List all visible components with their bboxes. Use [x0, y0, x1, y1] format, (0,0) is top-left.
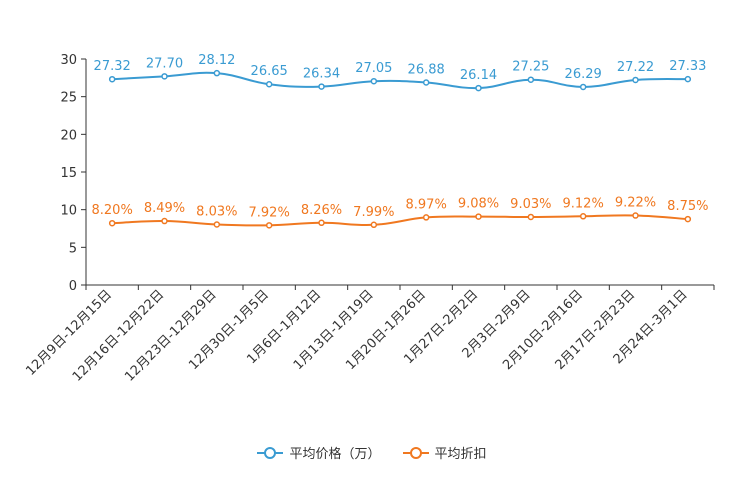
- legend: 平均价格（万） 平均折扣: [0, 443, 744, 462]
- series-0-point: [161, 73, 168, 80]
- data-label: 9.08%: [458, 197, 499, 212]
- data-label: 8.03%: [196, 205, 237, 220]
- x-tick-label: 12月9日-12月15日: [23, 287, 115, 379]
- series-0-point: [213, 69, 221, 77]
- data-label: 8.49%: [144, 201, 185, 216]
- series-1-point: [579, 213, 587, 220]
- series-1-point: [684, 215, 692, 223]
- y-tick-label: 10: [60, 204, 77, 219]
- data-label: 27.33: [669, 59, 706, 74]
- y-tick-label: 5: [69, 241, 77, 256]
- series-0-point: [527, 76, 535, 83]
- data-label: 26.88: [408, 63, 445, 78]
- data-label: 7.99%: [353, 205, 394, 220]
- data-label: 9.22%: [615, 196, 656, 211]
- data-labels: 27.32 27.70 28.12 26.65 26.34 27.05 26.88 26.14…: [92, 53, 709, 220]
- series-0-point: [475, 84, 482, 92]
- series-1-point: [318, 219, 325, 227]
- series-1-point: [632, 212, 639, 219]
- data-label: 26.34: [303, 67, 340, 82]
- data-label: 27.32: [94, 59, 131, 74]
- legend-item-price[interactable]: 平均价格（万）: [257, 443, 381, 462]
- data-label: 8.26%: [301, 203, 342, 218]
- series-1-point: [422, 214, 430, 221]
- series-1-point: [108, 219, 116, 227]
- series-1-point: [527, 213, 535, 221]
- series-1-point: [370, 221, 378, 229]
- series-0-point: [422, 79, 430, 86]
- data-label: 8.97%: [406, 197, 447, 212]
- data-label: 26.65: [251, 64, 288, 79]
- series-0-point: [265, 80, 273, 88]
- series-1-point: [213, 221, 221, 228]
- legend-label-discount: 平均折扣: [434, 447, 487, 462]
- series-lines: [108, 69, 692, 229]
- series-line-1: [112, 214, 688, 227]
- data-label: 27.05: [355, 61, 392, 76]
- data-label: 9.03%: [510, 197, 551, 212]
- series-1-point: [265, 222, 273, 229]
- series-0-point: [318, 83, 325, 90]
- data-label: 8.75%: [667, 199, 708, 214]
- data-label: 27.25: [512, 60, 549, 75]
- series-0-point: [684, 75, 692, 83]
- legend-label-price: 平均价格（万）: [289, 447, 381, 462]
- y-tick-label: 20: [60, 128, 77, 143]
- data-label: 26.14: [460, 68, 497, 83]
- y-tick-label: 30: [60, 53, 77, 68]
- data-label: 8.20%: [92, 203, 133, 218]
- series-0-point: [632, 76, 639, 84]
- data-label: 7.92%: [249, 205, 290, 220]
- x-tick-label: 12月23日-12月29日: [122, 287, 219, 384]
- series-0-point: [370, 77, 378, 85]
- y-tick-label: 25: [60, 91, 77, 106]
- series-1-point: [161, 217, 168, 225]
- data-label: 26.29: [565, 67, 602, 82]
- series-0-point: [108, 75, 116, 83]
- legend-swatch-discount-icon: [402, 446, 429, 459]
- data-label: 27.70: [146, 56, 183, 71]
- series-0-point: [579, 83, 587, 91]
- legend-swatch-price-icon: [257, 446, 284, 459]
- data-label: 28.12: [198, 53, 235, 68]
- series-1-point: [475, 213, 482, 220]
- data-label: 9.12%: [563, 196, 604, 211]
- x-tick-label: 12月16日-12月22日: [70, 287, 167, 384]
- y-tick-label: 15: [60, 166, 77, 181]
- legend-item-discount[interactable]: 平均折扣: [402, 443, 487, 462]
- data-label: 27.22: [617, 60, 654, 75]
- y-tick-label: 0: [69, 279, 77, 294]
- series-line-0: [112, 71, 688, 90]
